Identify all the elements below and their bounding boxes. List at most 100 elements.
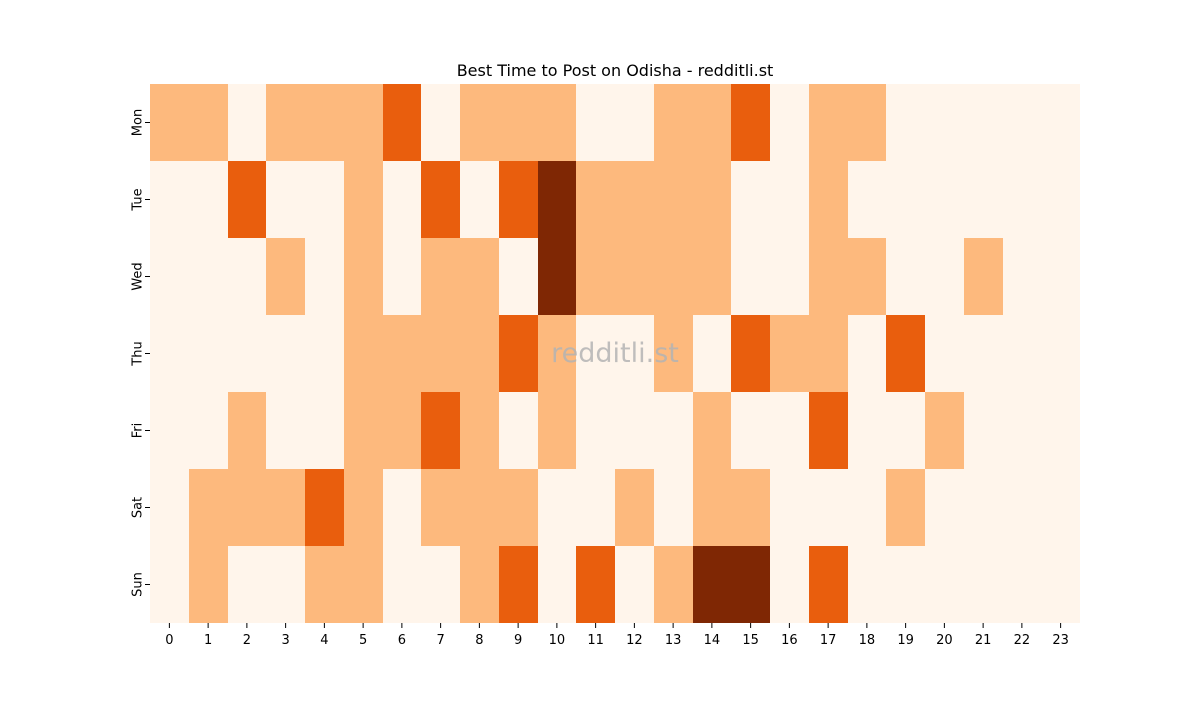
heatmap-cell-thu-11 (576, 315, 615, 392)
heatmap-cell-sun-7 (421, 546, 460, 623)
x-tick-label: 7 (436, 633, 444, 648)
heatmap-cell-thu-16 (770, 315, 809, 392)
heatmap-cell-tue-21 (964, 161, 1003, 238)
heatmap-cell-sun-19 (886, 546, 925, 623)
x-tick-label: 5 (359, 633, 367, 648)
x-tick-label: 18 (859, 633, 876, 648)
heatmap-cell-mon-6 (383, 84, 421, 161)
heatmap-cell-fri-23 (1041, 392, 1080, 469)
heatmap-cell-thu-22 (1003, 315, 1041, 392)
heatmap-cell-wed-17 (809, 238, 848, 315)
heatmap-cell-thu-19 (886, 315, 925, 392)
x-tick-label: 13 (665, 633, 682, 648)
heatmap-cell-mon-20 (925, 84, 964, 161)
heatmap-cell-thu-12 (615, 315, 654, 392)
heatmap-cell-thu-4 (305, 315, 344, 392)
heatmap-cell-sat-8 (460, 469, 499, 546)
heatmap-cell-mon-17 (809, 84, 848, 161)
heatmap-cell-wed-13 (654, 238, 693, 315)
heatmap-cell-thu-7 (421, 315, 460, 392)
heatmap-cell-mon-13 (654, 84, 693, 161)
heatmap-cell-wed-14 (693, 238, 731, 315)
heatmap-cell-tue-1 (189, 161, 228, 238)
y-tick-label: Wed (131, 262, 146, 290)
heatmap-cell-mon-14 (693, 84, 731, 161)
heatmap-cell-fri-8 (460, 392, 499, 469)
heatmap-cell-sat-11 (576, 469, 615, 546)
heatmap-cell-sat-16 (770, 469, 809, 546)
heatmap-cell-wed-18 (848, 238, 886, 315)
heatmap-cell-sat-22 (1003, 469, 1041, 546)
heatmap-cell-tue-16 (770, 161, 809, 238)
heatmap-cell-wed-8 (460, 238, 499, 315)
watermark-text: redditli.st (551, 338, 679, 369)
heatmap-cell-fri-7 (421, 392, 460, 469)
x-tick-label: 1 (204, 633, 212, 648)
heatmap-cell-thu-2 (228, 315, 266, 392)
heatmap-cell-wed-5 (344, 238, 383, 315)
heatmap-cell-mon-22 (1003, 84, 1041, 161)
heatmap-cell-thu-0 (150, 315, 189, 392)
x-tick-label: 12 (626, 633, 643, 648)
x-tick-label: 8 (475, 633, 483, 648)
heatmap-cell-wed-1 (189, 238, 228, 315)
x-tick-label: 15 (742, 633, 759, 648)
heatmap-cell-wed-20 (925, 238, 964, 315)
heatmap-cell-mon-12 (615, 84, 654, 161)
heatmap-cell-sun-2 (228, 546, 266, 623)
heatmap-cell-sun-13 (654, 546, 693, 623)
heatmap-cell-fri-9 (499, 392, 538, 469)
heatmap-cell-sat-19 (886, 469, 925, 546)
heatmap-cell-mon-15 (731, 84, 770, 161)
heatmap-cell-sun-16 (770, 546, 809, 623)
heatmap-cell-sat-3 (266, 469, 305, 546)
heatmap-cell-fri-3 (266, 392, 305, 469)
y-tick-label: Sat (131, 497, 146, 518)
heatmap-cell-sun-0 (150, 546, 189, 623)
heatmap-cell-mon-2 (228, 84, 266, 161)
heatmap-cell-sat-20 (925, 469, 964, 546)
heatmap-cell-sun-6 (383, 546, 421, 623)
heatmap-cell-mon-21 (964, 84, 1003, 161)
x-tick-label: 6 (398, 633, 406, 648)
heatmap-cell-sat-2 (228, 469, 266, 546)
heatmap-cell-sat-5 (344, 469, 383, 546)
heatmap-cell-sun-22 (1003, 546, 1041, 623)
heatmap-cell-fri-0 (150, 392, 189, 469)
x-tick-label: 2 (243, 633, 251, 648)
heatmap-cell-sun-5 (344, 546, 383, 623)
heatmap-cell-tue-10 (538, 161, 576, 238)
heatmap-cell-sat-15 (731, 469, 770, 546)
heatmap-cell-fri-19 (886, 392, 925, 469)
y-tick-label: Sun (131, 572, 146, 597)
x-axis: 0 1 2 3 4 5 6 7 8 9 10 11 12 13 14 15 16 17 18 19 20 21 22 23 (165, 623, 1069, 648)
heatmap-cell-sat-6 (383, 469, 421, 546)
heatmap-cell-sun-18 (848, 546, 886, 623)
heatmap-cell-sat-12 (615, 469, 654, 546)
heatmap-cell-sat-21 (964, 469, 1003, 546)
y-axis: Mon Tue Wed Thu Fri Sat Sun (131, 109, 150, 597)
heatmap-cell-thu-20 (925, 315, 964, 392)
heatmap-cell-tue-15 (731, 161, 770, 238)
heatmap-cell-thu-9 (499, 315, 538, 392)
heatmap-cell-sun-23 (1041, 546, 1080, 623)
heatmap-cell-sun-3 (266, 546, 305, 623)
y-tick-label: Thu (131, 341, 146, 366)
heatmap-cell-tue-8 (460, 161, 499, 238)
heatmap-cell-thu-5 (344, 315, 383, 392)
heatmap-cell-thu-10 (538, 315, 576, 392)
heatmap-cell-wed-12 (615, 238, 654, 315)
chart-title: Best Time to Post on Odisha - redditli.s… (457, 61, 774, 80)
heatmap-cell-wed-0 (150, 238, 189, 315)
heatmap-cell-sat-23 (1041, 469, 1080, 546)
heatmap-cell-fri-22 (1003, 392, 1041, 469)
heatmap-cell-tue-12 (615, 161, 654, 238)
heatmap-cell-mon-23 (1041, 84, 1080, 161)
heatmap-cell-sat-13 (654, 469, 693, 546)
heatmap-cell-sun-9 (499, 546, 538, 623)
heatmap-cell-thu-18 (848, 315, 886, 392)
heatmap-cell-thu-6 (383, 315, 421, 392)
heatmap-cell-tue-20 (925, 161, 964, 238)
x-tick-label: 10 (549, 633, 566, 648)
